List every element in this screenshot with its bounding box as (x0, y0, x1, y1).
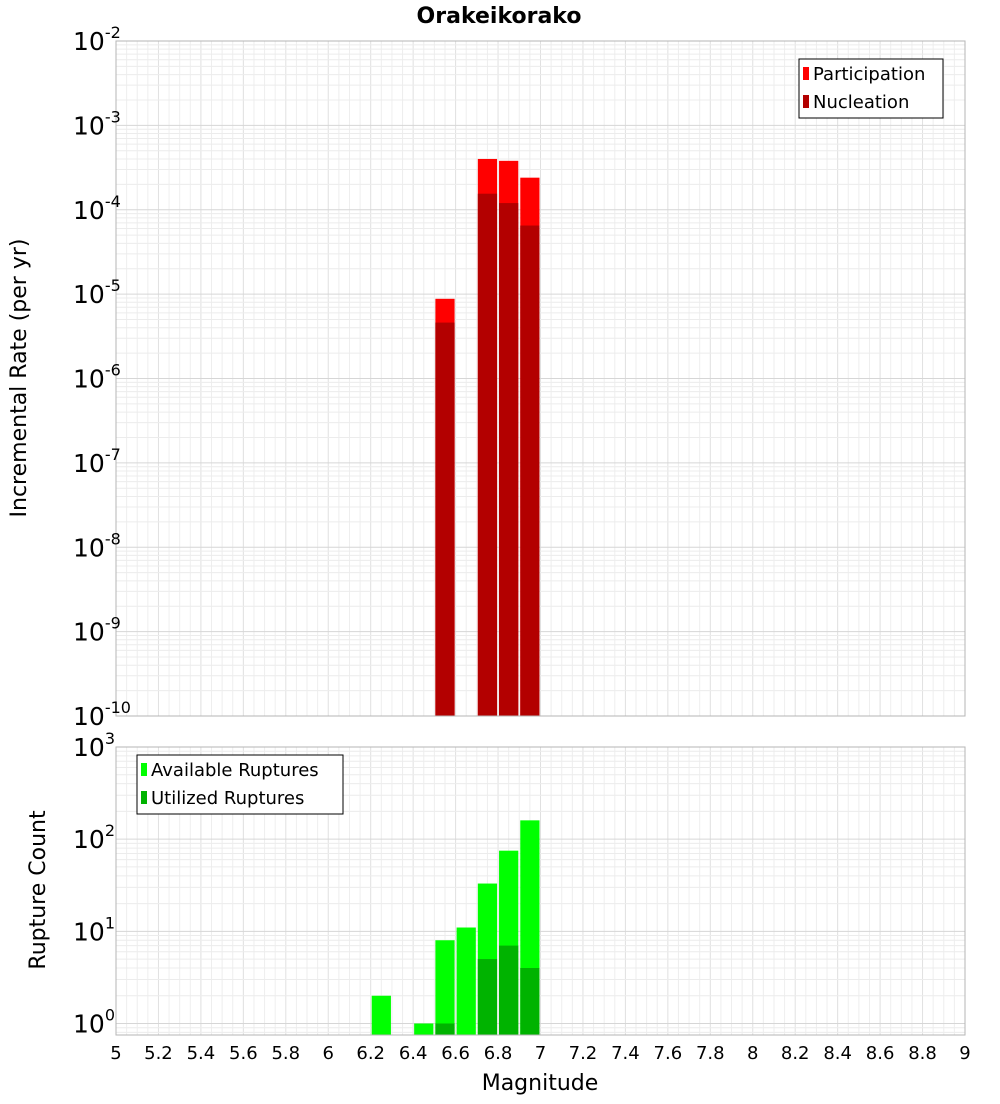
legend-swatch (803, 95, 809, 108)
bar (371, 995, 391, 1035)
bar (520, 967, 540, 1035)
bar (499, 945, 519, 1035)
legend-box (136, 754, 344, 815)
x-tick-label: 7.6 (654, 1043, 683, 1064)
y-tick-label: 10-9 (73, 614, 121, 647)
legend-swatch (141, 763, 147, 776)
x-tick-label: 5.2 (144, 1043, 173, 1064)
bar (477, 959, 498, 1035)
x-tick-label: 5.6 (229, 1043, 258, 1064)
legend-label: Utilized Ruptures (151, 788, 304, 809)
x-tick-label: 8 (747, 1043, 758, 1064)
x-tick-label: 6.4 (399, 1043, 428, 1064)
bar (456, 927, 476, 1035)
top-series-2 (435, 193, 540, 716)
bottom-y-axis-label: Rupture Count (26, 810, 51, 970)
top-legend: Participation Nucleation (798, 58, 944, 119)
legend-swatch (803, 67, 809, 80)
x-tick-label: 6.2 (356, 1043, 385, 1064)
y-tick-label: 103 (73, 729, 115, 762)
y-tick-label: 101 (73, 913, 115, 946)
y-tick-label: 10-10 (73, 698, 131, 731)
x-tick-label: 8.2 (781, 1043, 810, 1064)
x-tick-label: 5.4 (187, 1043, 216, 1064)
y-tick-label: 102 (73, 821, 115, 854)
legend-label: Available Ruptures (151, 760, 319, 781)
y-tick-label: 10-4 (73, 192, 121, 225)
x-tick-label: 6.6 (441, 1043, 470, 1064)
x-tick-label: 7.8 (696, 1043, 725, 1064)
bottom-series-2 (435, 945, 540, 1035)
x-axis-label: Magnitude (482, 1071, 599, 1096)
x-tick-label: 7.2 (569, 1043, 598, 1064)
x-tick-label: 6 (323, 1043, 334, 1064)
legend-box (798, 58, 944, 119)
x-tick-label: 8.8 (908, 1043, 937, 1064)
bar (520, 225, 540, 716)
x-tick-label: 5 (110, 1043, 121, 1064)
y-tick-label: 10-3 (73, 107, 121, 140)
legend-swatch (141, 791, 147, 804)
bottom-grid (116, 747, 965, 1035)
x-tick-label: 8.6 (866, 1043, 895, 1064)
x-tick-label: 7.4 (611, 1043, 640, 1064)
x-tick-label: 5.8 (271, 1043, 300, 1064)
bar (499, 203, 519, 716)
y-tick-label: 100 (73, 1005, 115, 1038)
legend-label: Participation (813, 64, 925, 85)
bar (477, 193, 498, 716)
x-tick-label: 8.4 (823, 1043, 852, 1064)
bar (435, 322, 455, 716)
bar (435, 1023, 455, 1035)
x-tick-label: 9 (959, 1043, 970, 1064)
top-y-axis-label: Incremental Rate (per yr) (7, 239, 32, 518)
chart-title: Orakeikorako (417, 4, 582, 29)
legend-label: Nucleation (813, 92, 909, 113)
y-tick-label: 10-6 (73, 361, 121, 394)
x-tick-label: 7 (535, 1043, 546, 1064)
y-tick-label: 10-5 (73, 276, 121, 309)
bottom-plot-frame (115, 746, 966, 1036)
x-tick-label: 6.8 (484, 1043, 513, 1064)
y-tick-label: 10-8 (73, 529, 121, 562)
bar (414, 1023, 434, 1035)
top-grid (116, 41, 965, 716)
bottom-legend: Available Ruptures Utilized Ruptures (136, 754, 344, 815)
y-tick-label: 10-2 (73, 23, 121, 56)
top-plot-frame (115, 40, 966, 717)
bar (435, 940, 455, 1035)
y-tick-label: 10-7 (73, 445, 121, 478)
